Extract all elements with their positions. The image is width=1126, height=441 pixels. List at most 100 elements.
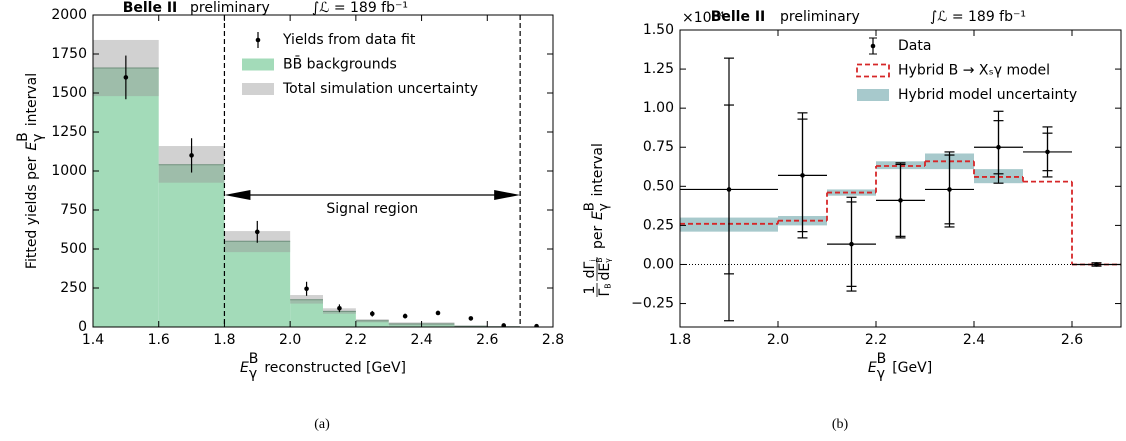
x-tick-label: 2.8	[542, 332, 564, 348]
legend-symbol	[870, 43, 876, 49]
data-point	[726, 187, 732, 192]
data-point	[189, 153, 194, 158]
y-tick-label: 0.00	[643, 256, 674, 272]
y-label-part-part: i	[588, 260, 597, 262]
data-point	[898, 198, 903, 203]
data-point	[947, 187, 952, 192]
background-bar	[290, 299, 323, 327]
x-tick-label: 1.8	[213, 332, 235, 348]
y-tick-label: 0.50	[643, 178, 674, 194]
background-bar	[323, 311, 356, 327]
y-tick-label: 1.25	[643, 61, 674, 77]
panel: Signal region 1.4 1.6 1.8 2.0 2.2 2.4 2.6 2.8 0 25…	[15, 0, 564, 432]
axes-frame	[679, 29, 1122, 328]
panel-label: (a)	[314, 417, 330, 432]
y-label-part-part: B	[595, 258, 604, 263]
experiment: Belle II	[711, 9, 766, 25]
y-tick-label: 1250	[51, 124, 87, 140]
data-point	[254, 229, 260, 235]
y-label-part: 1	[582, 286, 598, 295]
data-point	[435, 310, 441, 316]
y-tick-label: 250	[60, 280, 87, 296]
data-point	[996, 144, 1001, 150]
y-tick-label: 1000	[51, 163, 87, 179]
data-point	[337, 305, 342, 311]
legend-symbol	[242, 58, 274, 71]
data-point	[1094, 262, 1099, 267]
background-bar	[158, 164, 225, 327]
x-axis-label-part: reconstructed [GeV]	[264, 360, 406, 376]
status: preliminary	[190, 0, 270, 16]
legend-label: BB̄ backgrounds	[283, 55, 397, 73]
data-point	[304, 286, 309, 292]
x-tick-label: 1.8	[669, 332, 691, 348]
y-tick-label: −0.25	[631, 296, 674, 312]
plot-area	[680, 57, 1121, 322]
y-tick-label: 0.25	[643, 217, 674, 233]
x-axis-label-part: [GeV]	[892, 360, 932, 376]
legend-label: Yields from data fit	[282, 32, 416, 48]
x-tick-label: 2.6	[476, 332, 498, 348]
background-bar	[421, 323, 455, 327]
legend-symbol	[856, 63, 890, 78]
x-axis-label-part: γ	[249, 366, 257, 382]
legend-symbol	[255, 37, 261, 43]
arrow-head	[494, 190, 521, 200]
y-tick-label: 0	[78, 319, 87, 335]
data-point	[849, 241, 854, 247]
x-tick-label: 1.6	[148, 332, 170, 348]
background-bar	[355, 320, 389, 327]
panel: ×10⁻⁴ 1.8 2.0 2.2 2.4 2.6 −0.25 0.00 0.25 0.50 0.7…	[582, 9, 1122, 432]
arrow-head	[224, 190, 251, 200]
y-axis-label: per EγBinterval	[582, 143, 611, 249]
y-axis-label-part: interval	[590, 143, 606, 196]
y-tick-label: 1500	[51, 85, 87, 101]
status: preliminary	[780, 9, 860, 25]
background-bar	[93, 68, 159, 327]
annotation: Signal region	[326, 201, 418, 217]
x-axis-label-part: γ	[877, 366, 885, 382]
panel-label: (b)	[832, 417, 849, 432]
data-point	[369, 311, 375, 317]
y-tick-label: 0.75	[643, 139, 674, 155]
legend-label: Hybrid B → Xₛγ model	[898, 63, 1050, 79]
x-tick-label: 2.0	[279, 332, 301, 348]
y-axis-label-part: interval	[24, 73, 40, 126]
x-tick-label: 2.0	[767, 332, 789, 348]
y-axis-label-part: per	[590, 226, 606, 250]
background-bar	[388, 323, 422, 327]
legend-symbol	[857, 89, 889, 101]
offset-label: ×10⁻⁴	[682, 10, 725, 26]
y-tick-label: 2000	[51, 7, 87, 23]
y-tick-label: 500	[60, 241, 87, 257]
y-label-part: dEγB	[595, 258, 613, 281]
y-tick-label: 1750	[51, 46, 87, 62]
x-tick-label: 2.6	[1061, 332, 1083, 348]
y-axis-label-part: B	[582, 202, 597, 211]
luminosity: ∫ℒ = 189 fb⁻¹	[930, 9, 1026, 25]
x-tick-label: 1.4	[82, 332, 104, 348]
legend-label: Hybrid model uncertainty	[898, 87, 1077, 103]
y-tick-label: 1.50	[643, 22, 674, 38]
y-label-part: dΓi	[582, 260, 598, 279]
data-point	[1045, 149, 1050, 155]
luminosity: ∫ℒ = 189 fb⁻¹	[312, 0, 408, 16]
x-tick-label: 2.4	[410, 332, 432, 348]
x-axis-label: EγBreconstructed [GeV]	[240, 351, 406, 382]
legend-symbol	[242, 83, 274, 95]
y-axis-label-part: E	[590, 211, 606, 220]
y-label-part: ΓB	[597, 283, 613, 296]
y-axis-label-part: B	[15, 132, 31, 142]
x-axis-label: EγB [GeV]	[868, 351, 932, 382]
legend-label: Data	[898, 38, 931, 54]
plot-area	[93, 15, 553, 327]
y-label-part-part: γ	[603, 258, 612, 263]
x-tick-label: 2.2	[865, 332, 887, 348]
experiment: Belle II	[123, 0, 178, 16]
x-tick-label: 2.4	[963, 332, 985, 348]
data-point	[501, 323, 507, 327]
y-label-part-part: B	[603, 283, 612, 288]
data-point	[800, 173, 805, 178]
y-tick-label: 750	[60, 202, 87, 218]
